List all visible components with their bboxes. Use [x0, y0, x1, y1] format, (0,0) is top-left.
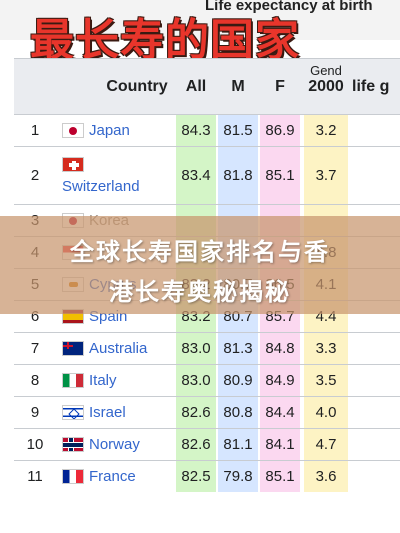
rank-cell: 9 [30, 404, 40, 421]
header-all[interactable]: All [185, 78, 207, 95]
country-link[interactable]: Australia [89, 340, 148, 357]
rank-cell: 7 [30, 340, 40, 357]
header-f[interactable]: F [275, 78, 285, 95]
table-row: 7 Australia 83.0 81.3 84.8 3.3 [14, 332, 400, 364]
country-link[interactable]: Norway [89, 436, 140, 453]
rank-cell: 2 [30, 167, 40, 184]
country-link[interactable]: France [89, 468, 136, 485]
m-value-cell: 81.5 [223, 122, 253, 139]
table-row: 10 Norway 82.6 81.1 84.1 4.7 [14, 428, 400, 460]
m-value-cell: 81.1 [223, 436, 253, 453]
israel-flag-icon [62, 405, 84, 420]
overlay-banner: 全球长寿国家排名与香 港长寿奥秘揭秘 [0, 216, 400, 314]
top-header-text: Life expectancy at birth [205, 0, 373, 14]
m-value-cell: 81.3 [223, 340, 253, 357]
header-country[interactable]: Country [106, 78, 168, 95]
switzerland-flag-icon [62, 156, 84, 172]
country-cell: Israel [62, 397, 126, 428]
japan-flag-icon [62, 123, 84, 138]
header-gap-top: Gend [310, 63, 342, 78]
australia-flag-icon [62, 341, 84, 356]
all-value-cell: 83.4 [181, 167, 211, 184]
country-link[interactable]: Israel [89, 404, 126, 421]
table-row: 1 Japan 84.3 81.5 86.9 3.2 [14, 114, 400, 146]
country-cell: France [62, 461, 136, 492]
f-value-cell: 84.8 [265, 340, 295, 357]
table-header: Country All M F Gend 2000 life g [14, 58, 400, 114]
all-value-cell: 82.6 [181, 436, 211, 453]
header-gap[interactable]: 2000 [308, 78, 344, 95]
country-link[interactable]: Switzerland [62, 177, 140, 195]
table-row: 9 Israel 82.6 80.8 84.4 4.0 [14, 396, 400, 428]
norway-flag-icon [62, 437, 84, 452]
f-value-cell: 84.1 [265, 436, 295, 453]
m-value-cell: 79.8 [223, 468, 253, 485]
rank-cell: 11 [27, 468, 43, 485]
header-life-gain[interactable]: life g [352, 78, 390, 95]
country-cell: Switzerland [62, 147, 140, 204]
country-link[interactable]: Japan [89, 122, 130, 139]
france-flag-icon [62, 469, 84, 484]
all-value-cell: 82.5 [181, 468, 211, 485]
country-cell: Japan [62, 115, 130, 146]
country-cell: Italy [62, 365, 117, 396]
all-value-cell: 84.3 [181, 122, 211, 139]
header-m[interactable]: M [231, 78, 245, 95]
rank-cell: 8 [30, 372, 40, 389]
italy-flag-icon [62, 373, 84, 388]
m-value-cell: 80.9 [223, 372, 253, 389]
gap-value-cell: 3.2 [315, 122, 337, 139]
gap-value-cell: 3.3 [315, 340, 337, 357]
gap-value-cell: 4.0 [315, 404, 337, 421]
gap-value-cell: 3.7 [315, 167, 337, 184]
gap-value-cell: 4.7 [315, 436, 337, 453]
all-value-cell: 83.0 [181, 372, 211, 389]
country-cell: Australia [62, 333, 147, 364]
table-row: 11 France 82.5 79.8 85.1 3.6 [14, 460, 400, 492]
banner-line-1: 全球长寿国家排名与香 [70, 238, 330, 266]
f-value-cell: 85.1 [265, 167, 295, 184]
all-value-cell: 83.0 [181, 340, 211, 357]
banner-line-2: 港长寿奥秘揭秘 [109, 278, 291, 306]
f-value-cell: 85.1 [265, 468, 295, 485]
m-value-cell: 80.8 [223, 404, 253, 421]
all-value-cell: 82.6 [181, 404, 211, 421]
gap-value-cell: 3.5 [315, 372, 337, 389]
f-value-cell: 86.9 [265, 122, 295, 139]
f-value-cell: 84.4 [265, 404, 295, 421]
country-cell: Norway [62, 429, 140, 460]
rank-cell: 6 [30, 308, 40, 325]
table-row: 2 Switzerland 83.4 81.8 85.1 3.7 [14, 146, 400, 204]
m-value-cell: 81.8 [223, 167, 253, 184]
country-link[interactable]: Italy [89, 372, 117, 389]
f-value-cell: 84.9 [265, 372, 295, 389]
overlay-title: 最长寿的国家 [30, 15, 300, 66]
gap-value-cell: 3.6 [315, 468, 337, 485]
rank-cell: 1 [30, 122, 40, 139]
rank-cell: 10 [26, 436, 44, 453]
top-strip [0, 0, 400, 40]
table-row: 8 Italy 83.0 80.9 84.9 3.5 [14, 364, 400, 396]
